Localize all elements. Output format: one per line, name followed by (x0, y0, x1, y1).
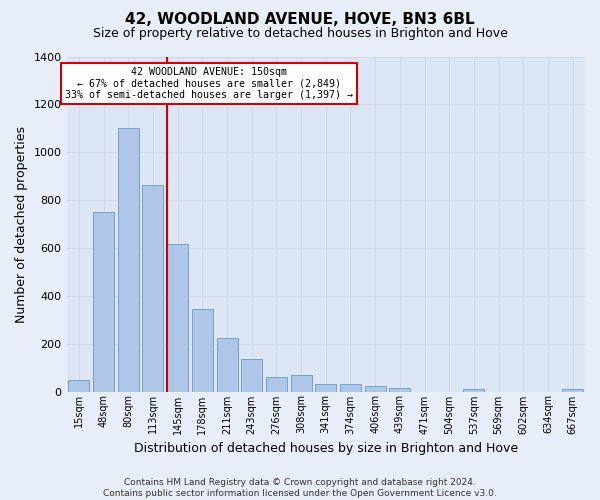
Bar (315, 384, 336, 392)
Bar (389, 388, 410, 392)
Bar (167, 244, 188, 392)
Bar (68, 380, 89, 392)
Y-axis label: Number of detached properties: Number of detached properties (15, 126, 28, 322)
Text: 42, WOODLAND AVENUE, HOVE, BN3 6BL: 42, WOODLAND AVENUE, HOVE, BN3 6BL (125, 12, 475, 28)
Text: Size of property relative to detached houses in Brighton and Hove: Size of property relative to detached ho… (92, 28, 508, 40)
Bar (241, 359, 262, 392)
Text: Contains HM Land Registry data © Crown copyright and database right 2024.
Contai: Contains HM Land Registry data © Crown c… (103, 478, 497, 498)
Bar (562, 388, 583, 392)
Bar (340, 384, 361, 392)
Bar (93, 212, 114, 392)
Bar (192, 309, 213, 392)
X-axis label: Distribution of detached houses by size in Brighton and Hove: Distribution of detached houses by size … (134, 442, 518, 455)
Bar (290, 375, 311, 392)
Bar (217, 338, 238, 392)
Bar (365, 386, 386, 392)
Bar (463, 388, 484, 392)
Bar (266, 376, 287, 392)
Text: 42 WOODLAND AVENUE: 150sqm  
← 67% of detached houses are smaller (2,849)
33% of: 42 WOODLAND AVENUE: 150sqm ← 67% of deta… (65, 66, 353, 100)
Bar (118, 128, 139, 392)
Bar (142, 184, 163, 392)
